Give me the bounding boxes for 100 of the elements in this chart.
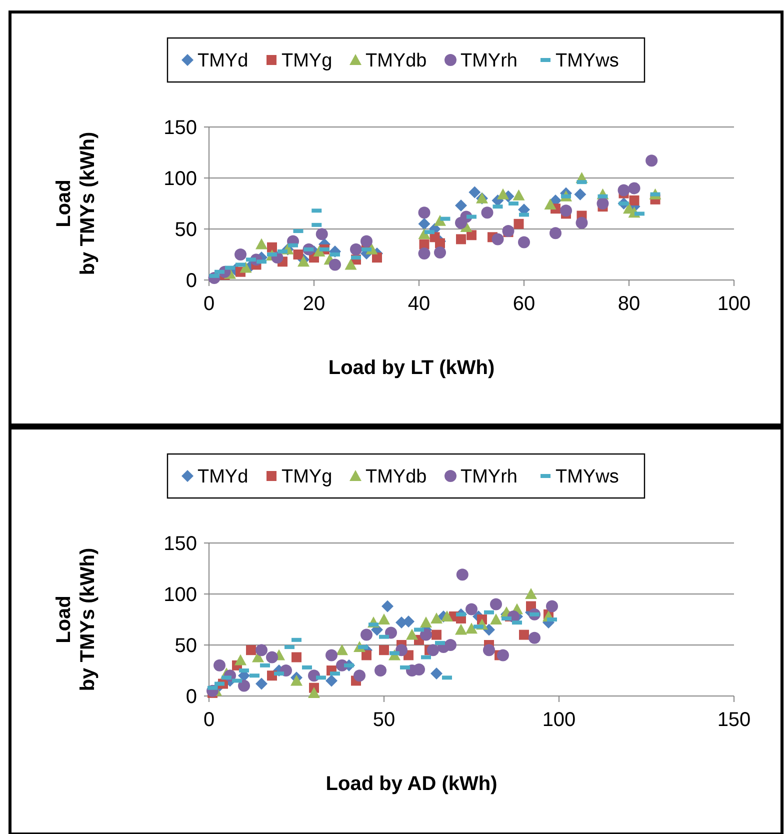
legend-label: TMYrh <box>460 50 518 72</box>
point <box>466 603 478 616</box>
legend-label: TMYws <box>556 466 619 488</box>
point <box>525 588 537 599</box>
point <box>329 258 341 271</box>
legend-label: TMYrh <box>460 466 518 488</box>
point <box>360 628 372 641</box>
point <box>326 649 338 662</box>
point <box>546 600 558 612</box>
legend-label: TMYg <box>282 50 332 72</box>
point <box>596 198 609 210</box>
point <box>385 626 397 639</box>
point <box>519 630 529 640</box>
legend-label: TMYdb <box>366 50 427 72</box>
point <box>326 674 338 687</box>
x-tick-label: 50 <box>372 709 396 731</box>
point <box>490 614 502 624</box>
x-tick-label: 100 <box>717 293 751 315</box>
point <box>629 195 640 206</box>
point <box>456 568 468 581</box>
point <box>444 639 456 651</box>
point <box>490 598 502 610</box>
legend-label: TMYd <box>198 466 248 488</box>
point <box>441 610 453 622</box>
point <box>576 216 588 229</box>
point <box>518 236 530 248</box>
point <box>468 186 481 198</box>
point <box>378 614 390 624</box>
y-tick-label: 50 <box>174 219 197 241</box>
point <box>238 680 250 692</box>
y-tick-label: 50 <box>174 635 197 657</box>
point <box>360 235 372 248</box>
point <box>256 644 268 656</box>
point <box>455 200 467 212</box>
point <box>550 227 562 240</box>
x-tick-label: 150 <box>717 709 751 731</box>
point <box>618 184 630 196</box>
point <box>492 233 504 246</box>
point <box>354 670 366 682</box>
point <box>246 645 256 656</box>
point <box>560 204 572 217</box>
point <box>528 632 540 644</box>
point <box>292 652 302 662</box>
point <box>267 242 277 252</box>
point <box>432 630 442 640</box>
y-tick-label: 150 <box>164 117 197 139</box>
point <box>418 206 430 219</box>
point <box>481 206 494 219</box>
point <box>514 218 524 229</box>
point <box>413 663 425 676</box>
x-tick-label: 20 <box>302 293 326 315</box>
point <box>420 628 432 641</box>
x-tick-label: 100 <box>542 709 576 731</box>
x-axis-title: Load by LT (kWh) <box>328 357 495 379</box>
point <box>406 628 418 640</box>
y-axis-title: Load by TMYs (kWh) <box>53 132 99 276</box>
point <box>466 622 478 634</box>
point <box>456 234 466 244</box>
point <box>350 243 362 256</box>
point <box>336 644 348 656</box>
point <box>379 645 389 656</box>
point <box>434 246 446 258</box>
point <box>483 644 495 656</box>
point <box>418 247 430 260</box>
point <box>430 612 442 624</box>
point <box>497 649 509 662</box>
point <box>455 624 467 635</box>
point <box>574 188 586 200</box>
point <box>430 668 442 680</box>
point <box>544 198 556 210</box>
point <box>362 650 372 660</box>
legend-label: TMYdb <box>366 466 427 488</box>
point <box>290 674 302 686</box>
point <box>646 154 658 167</box>
x-tick-label: 80 <box>618 293 640 315</box>
legend-label: TMYg <box>282 466 332 488</box>
point <box>418 218 430 230</box>
point <box>382 600 394 612</box>
point <box>266 651 278 664</box>
x-tick-label: 40 <box>408 293 430 315</box>
legend-label: TMYws <box>556 50 619 72</box>
point <box>234 248 246 260</box>
point <box>512 189 525 200</box>
x-tick-label: 0 <box>203 293 215 315</box>
point <box>316 228 328 240</box>
point <box>256 678 268 690</box>
y-tick-label: 100 <box>164 584 197 606</box>
x-axis-title: Load by AD (kWh) <box>326 773 498 795</box>
point <box>256 238 268 250</box>
legend-label: TMYd <box>198 50 248 72</box>
point <box>308 686 320 698</box>
point <box>344 258 357 270</box>
point <box>293 250 304 260</box>
y-tick-label: 0 <box>186 686 197 708</box>
y-tick-label: 100 <box>164 168 197 190</box>
point <box>497 188 509 200</box>
point <box>374 664 386 676</box>
point <box>628 182 640 194</box>
x-tick-label: 60 <box>512 293 536 315</box>
point <box>234 654 246 666</box>
